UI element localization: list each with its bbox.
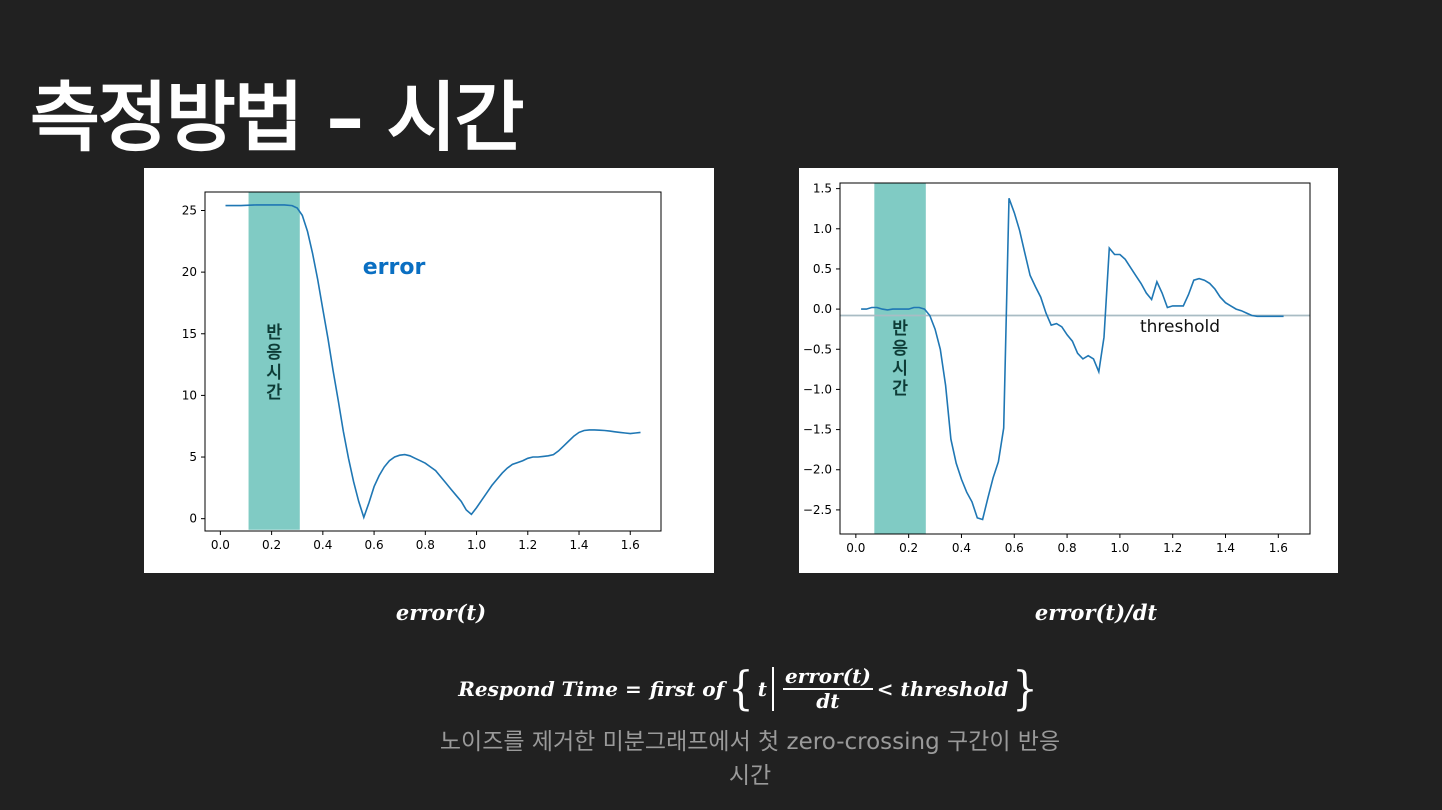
plot-frame — [839, 182, 1311, 535]
x-tick-label: 0.8 — [416, 538, 435, 552]
y-tick-label: 15 — [182, 327, 197, 341]
y-tick-label: −1.5 — [803, 423, 832, 437]
set-bar — [771, 667, 774, 711]
x-tick-label: 0.2 — [262, 538, 281, 552]
y-tick-label: 1.0 — [813, 222, 832, 236]
y-tick-label: −2.0 — [803, 463, 832, 477]
response-time-band — [874, 183, 926, 534]
x-tick-label: 0.0 — [211, 538, 230, 552]
plot-frame — [204, 191, 662, 532]
x-tick-label: 1.6 — [1269, 541, 1288, 555]
y-tick-label: −1.0 — [803, 382, 832, 396]
error-annotation: error — [363, 255, 426, 280]
y-tick-label: 5 — [189, 450, 197, 464]
x-tick-label: 1.2 — [518, 538, 537, 552]
formula-numerator: error(t) — [782, 664, 873, 690]
y-tick-label: 0.5 — [813, 262, 832, 276]
x-tick-label: 1.0 — [1110, 541, 1129, 555]
series-line — [861, 198, 1284, 521]
right-brace: } — [1012, 662, 1038, 716]
x-tick-label: 0.6 — [365, 538, 384, 552]
formula-fraction: error(t) dt — [782, 664, 873, 713]
y-tick-label: −2.5 — [803, 503, 832, 517]
respond-time-formula: Respond Time = first of { t error(t) dt … — [430, 664, 1070, 714]
response-time-band — [248, 192, 300, 530]
y-tick-label: 0 — [189, 512, 197, 526]
x-tick-label: 1.4 — [569, 538, 588, 552]
derivative-chart-panel: 0.0 0.2 0.4 0.6 0.8 1.0 1.2 1.4 1.6 1.5 1.0 0.5 0.0 −… — [799, 168, 1338, 573]
formula-condition: < threshold — [876, 677, 1009, 701]
derivative-chart: 0.0 0.2 0.4 0.6 0.8 1.0 1.2 1.4 1.6 1.5 1.0 0.5 0.0 −… — [803, 182, 1311, 555]
formula-first-of: first of — [649, 677, 725, 701]
x-tick-label: 0.2 — [899, 541, 918, 555]
x-tick-label: 1.2 — [1163, 541, 1182, 555]
slide-note: 노이즈를 제거한 미분그래프에서 첫 zero-crossing 구간이 반응 … — [439, 729, 1061, 789]
error-chart: 0.0 0.2 0.4 0.6 0.8 1.0 1.2 1.4 1.6 0 5 10 15 20 25 반 응 시… — [182, 191, 662, 552]
y-tick-label: 25 — [182, 203, 197, 217]
x-tick-label: 1.0 — [467, 538, 486, 552]
x-tick-label: 0.0 — [846, 541, 865, 555]
y-tick-label: 10 — [182, 388, 197, 402]
formula-t: t — [757, 677, 767, 701]
y-tick-label: 20 — [182, 265, 197, 279]
formula-lhs: Respond Time = — [458, 677, 642, 701]
x-tick-label: 0.8 — [1058, 541, 1077, 555]
series-line — [225, 204, 641, 520]
threshold-label: threshold — [1140, 317, 1220, 337]
left-brace: { — [728, 662, 754, 716]
x-tick-label: 0.6 — [1005, 541, 1024, 555]
x-tick-label: 0.4 — [313, 538, 332, 552]
x-tick-label: 1.6 — [621, 538, 640, 552]
x-tick-label: 0.4 — [952, 541, 971, 555]
x-tick-label: 1.4 — [1216, 541, 1235, 555]
y-tick-label: 0.0 — [813, 302, 832, 316]
derivative-caption: error(t)/dt — [1034, 600, 1158, 625]
error-caption: error(t) — [395, 600, 487, 625]
error-chart-panel: 0.0 0.2 0.4 0.6 0.8 1.0 1.2 1.4 1.6 0 5 10 15 20 25 반 응 시… — [144, 168, 714, 573]
slide-title: 측정방법 – 시간 — [30, 73, 524, 162]
y-tick-label: 1.5 — [813, 182, 832, 196]
y-tick-label: −0.5 — [803, 342, 832, 356]
formula-denominator: dt — [816, 689, 840, 713]
